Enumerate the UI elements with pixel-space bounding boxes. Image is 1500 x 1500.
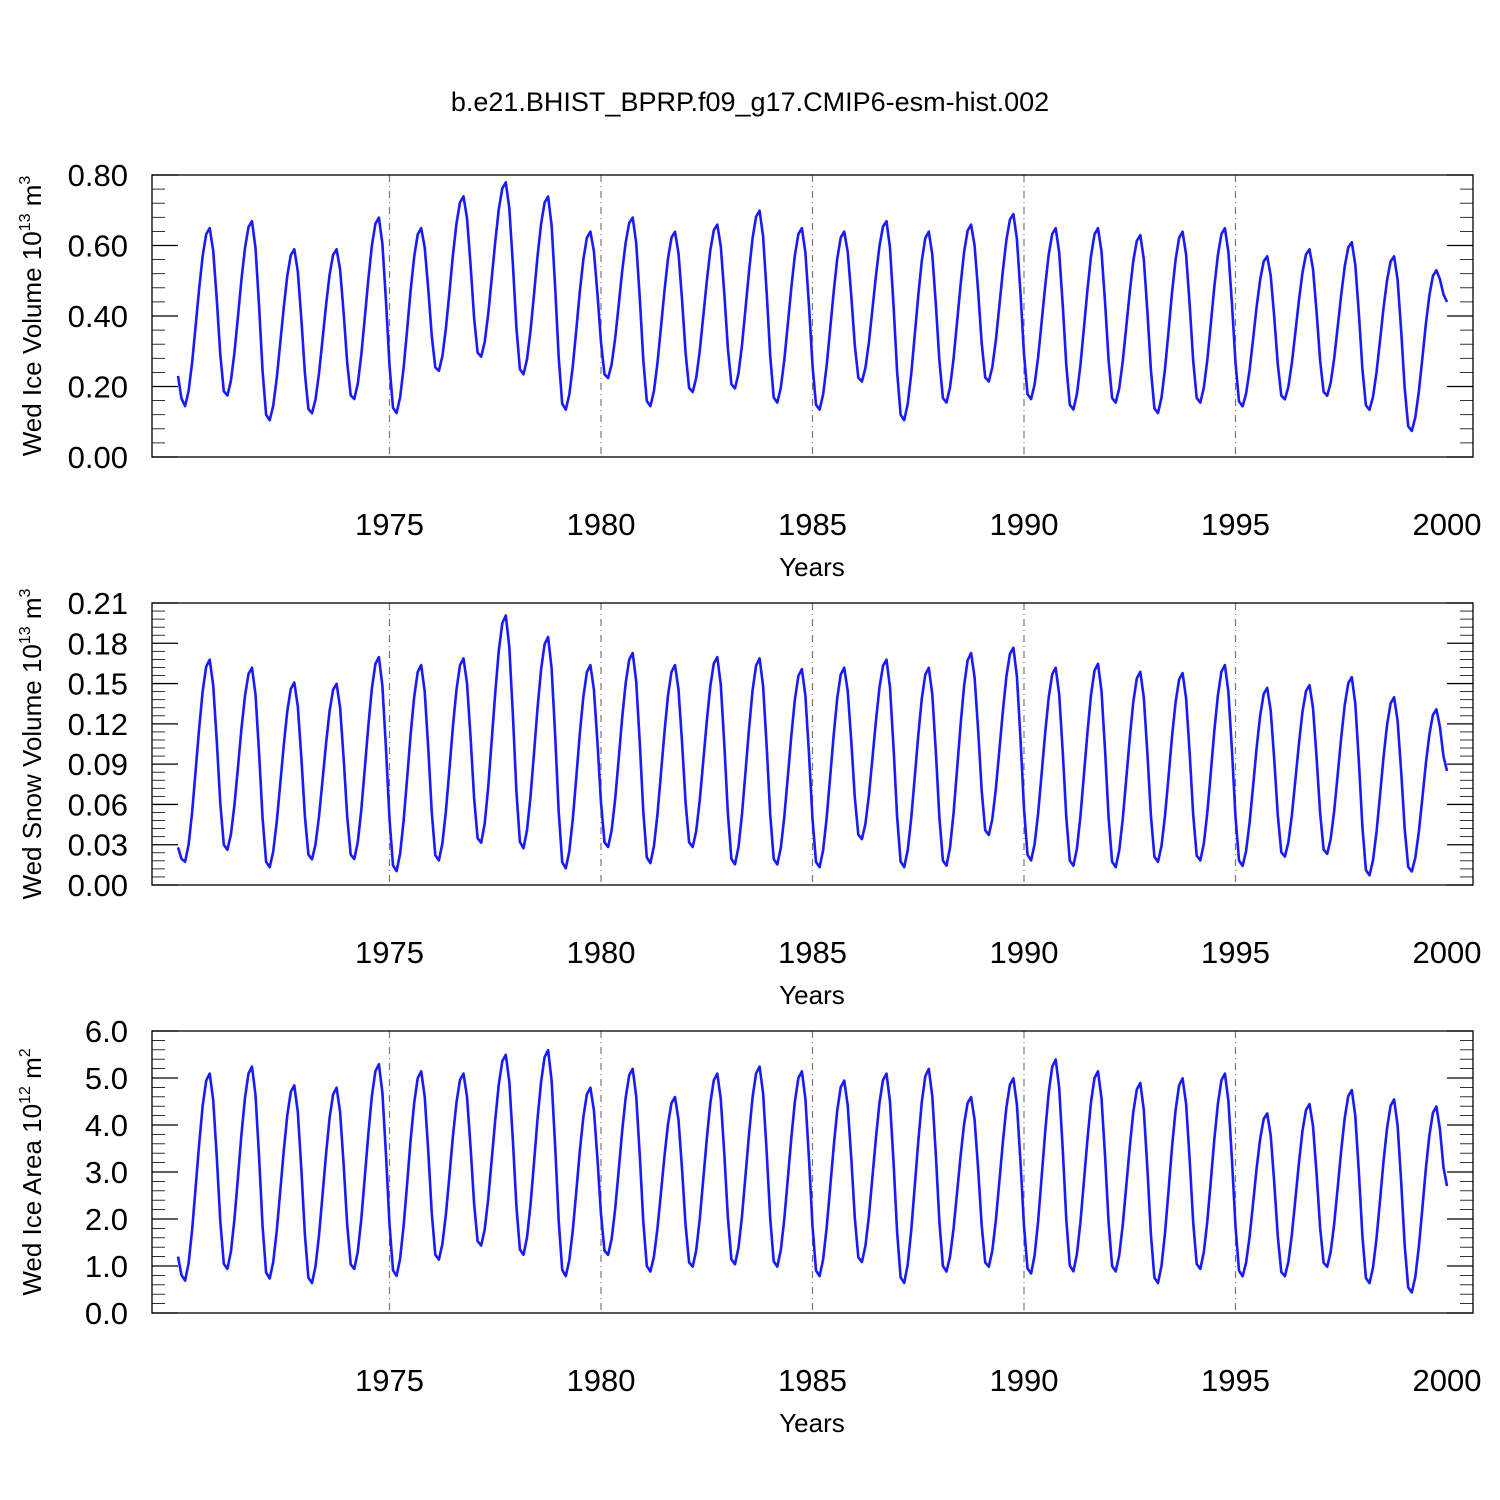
x-tick-label: 1985	[778, 935, 847, 970]
y-tick-label: 0.15	[68, 667, 128, 702]
series-line	[176, 614, 1449, 877]
y-tick-label: 0.12	[68, 707, 128, 742]
y-tick-label: 1.0	[85, 1249, 128, 1284]
plot-frame	[151, 1030, 1474, 1314]
plot-frame	[151, 602, 1474, 886]
x-axis-title: Years	[779, 552, 845, 582]
x-axis-title: Years	[779, 980, 845, 1010]
y-tick-label: 0.00	[68, 440, 128, 475]
x-tick-label: 1995	[1201, 507, 1270, 542]
x-tick-label: 1980	[567, 1363, 636, 1398]
x-tick-label: 1980	[567, 935, 636, 970]
y-tick-label: 5.0	[85, 1061, 128, 1096]
y-tick-label: 0.80	[68, 158, 128, 193]
x-tick-label: 1995	[1201, 1363, 1270, 1398]
y-tick-label: 3.0	[85, 1155, 128, 1190]
panel-snow-volume: 0.00 0.03 0.06 0.09 0.12 0.15 0.18 0.21 1975 1980…	[17, 586, 1481, 1010]
y-tick-label: 4.0	[85, 1108, 128, 1143]
y-tick-label: 0.60	[68, 229, 128, 264]
series-line	[176, 1048, 1449, 1294]
panels: 0.00 0.20 0.40 0.60 0.80 1975 1980 1985 1990 1995…	[17, 158, 1481, 1438]
y-axis-title: Wed Ice Volume 1013 m3	[17, 176, 47, 457]
y-axis-title: Wed Ice Area 1012 m2	[17, 1048, 47, 1295]
x-tick-label: 1985	[778, 1363, 847, 1398]
y-tick-label: 0.0	[85, 1296, 128, 1331]
x-axis-title: Years	[779, 1408, 845, 1438]
x-tick-label: 1975	[355, 507, 424, 542]
x-tick-label: 2000	[1413, 935, 1482, 970]
y-tick-label: 2.0	[85, 1202, 128, 1237]
x-tick-label: 1995	[1201, 935, 1270, 970]
x-tick-label: 2000	[1413, 507, 1482, 542]
x-tick-label: 1975	[355, 1363, 424, 1398]
series-line	[176, 181, 1449, 433]
y-tick-label: 0.40	[68, 299, 128, 334]
panel-ice-area: 0.0 1.0 2.0 3.0 4.0 5.0 6.0 1975 1980 1985 1990 199…	[17, 1014, 1481, 1438]
x-tick-label: 1990	[990, 507, 1059, 542]
x-tick-label: 1980	[567, 507, 636, 542]
y-tick-label: 0.03	[68, 828, 128, 863]
y-tick-label: 0.09	[68, 747, 128, 782]
y-tick-label: 0.18	[68, 626, 128, 661]
y-axis-title: Wed Snow Volume 1013 m3	[17, 588, 47, 899]
panel-ice-volume: 0.00 0.20 0.40 0.60 0.80 1975 1980 1985 1990 1995…	[17, 158, 1481, 582]
y-tick-label: 0.06	[68, 787, 128, 822]
y-tick-label: 6.0	[85, 1014, 128, 1049]
figure-title: b.e21.BHIST_BPRP.f09_g17.CMIP6-esm-hist.…	[451, 87, 1049, 117]
y-tick-label: 0.21	[68, 586, 128, 621]
x-tick-label: 1990	[990, 935, 1059, 970]
x-tick-label: 2000	[1413, 1363, 1482, 1398]
x-tick-label: 1990	[990, 1363, 1059, 1398]
y-tick-label: 0.20	[68, 370, 128, 405]
x-tick-label: 1985	[778, 507, 847, 542]
y-tick-label: 0.00	[68, 868, 128, 903]
x-tick-label: 1975	[355, 935, 424, 970]
